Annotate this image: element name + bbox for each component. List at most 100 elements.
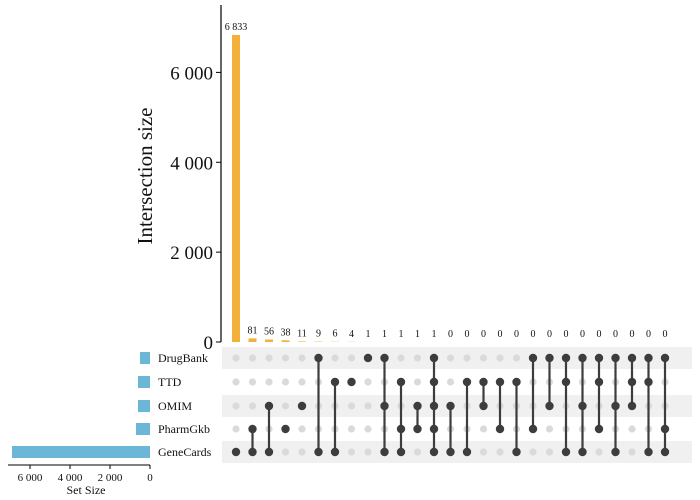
matrix-dot-active — [396, 447, 406, 457]
matrix-dot-active — [611, 401, 620, 411]
matrix-dot-inactive — [281, 378, 290, 386]
matrix-dot-active — [594, 424, 604, 434]
matrix-dot-active — [660, 447, 670, 457]
matrix-dot-active — [578, 401, 587, 411]
intersection-bar — [281, 340, 290, 342]
matrix-dot-inactive — [446, 378, 455, 386]
matrix-dot-active — [429, 353, 439, 363]
matrix-dot-inactive — [347, 354, 356, 362]
matrix-dot-active — [578, 353, 587, 363]
y-tick-label: 4 000 — [170, 153, 213, 174]
matrix-dot-active — [446, 401, 455, 411]
intersection-bar-label: 0 — [481, 329, 486, 340]
intersection-bar-label: 81 — [248, 325, 258, 336]
matrix-dot-active — [528, 353, 538, 363]
matrix-dot-active — [627, 377, 637, 387]
matrix-dot-active — [429, 401, 439, 411]
matrix-dot-inactive — [298, 378, 306, 386]
matrix-dot-active — [248, 447, 257, 457]
matrix-dot-active — [330, 447, 340, 457]
matrix-dot-inactive — [479, 354, 488, 362]
y-tick-label: 6 000 — [170, 63, 213, 84]
set-size-bar — [136, 423, 150, 435]
matrix-dot-inactive — [479, 425, 488, 433]
matrix-dot-inactive — [479, 448, 488, 456]
intersection-bar-label: 1 — [432, 329, 437, 340]
matrix-dot-active — [429, 424, 439, 434]
matrix-dot-active — [330, 377, 340, 387]
intersection-bar — [232, 34, 240, 343]
matrix-dot-active — [413, 424, 422, 434]
matrix-dot-inactive — [248, 402, 257, 410]
matrix-dot-inactive — [545, 425, 554, 433]
matrix-dot-active — [644, 447, 653, 457]
matrix-dot-active — [413, 401, 422, 411]
matrix-dot-inactive — [413, 354, 422, 362]
matrix-dot-active — [396, 424, 406, 434]
intersection-matrix — [231, 353, 670, 457]
matrix-dot-active — [264, 401, 274, 411]
set-label: PharmGkb — [158, 422, 210, 436]
matrix-dot-active — [264, 447, 274, 457]
intersection-bar-label: 0 — [514, 329, 519, 340]
intersection-bar-label: 6 — [333, 329, 338, 340]
matrix-dot-active — [363, 353, 373, 363]
matrix-dot-active — [561, 353, 571, 363]
matrix-dot-active — [429, 447, 439, 457]
intersection-bar-label: 11 — [297, 329, 307, 340]
matrix-dot-inactive — [364, 378, 372, 386]
matrix-dot-active — [281, 424, 290, 434]
matrix-dot-inactive — [281, 354, 290, 362]
intersection-bar-label: 0 — [630, 329, 635, 340]
matrix-dot-inactive — [595, 448, 603, 456]
set-size-tick-label: 0 — [147, 472, 153, 484]
matrix-dot-inactive — [397, 354, 405, 362]
matrix-dot-inactive — [364, 425, 372, 433]
set-label: GeneCards — [158, 445, 212, 459]
matrix-dot-active — [660, 353, 670, 363]
intersection-bar-label: 0 — [613, 329, 618, 340]
set-label: TTD — [158, 375, 182, 389]
intersection-bar — [248, 338, 257, 342]
intersection-bar-label: 1 — [415, 329, 420, 340]
matrix-dot-active — [512, 377, 521, 387]
matrix-dot-active — [611, 353, 620, 363]
set-size-bar — [138, 400, 150, 412]
matrix-dot-active — [380, 401, 389, 411]
matrix-dot-active — [495, 424, 505, 434]
matrix-dot-active — [660, 424, 670, 434]
matrix-dot-active — [314, 353, 323, 363]
matrix-dot-inactive — [248, 378, 257, 386]
intersection-bars — [232, 34, 438, 343]
matrix-dot-inactive — [413, 448, 422, 456]
y-axis-title: Intersection size — [133, 107, 157, 244]
set-size-panel: 6 000 4 000 2 000 0 — [8, 352, 153, 484]
intersection-bar-label: 0 — [663, 329, 668, 340]
matrix-dot-active — [512, 447, 521, 457]
matrix-dot-inactive — [347, 402, 356, 410]
set-size-tick-label: 2 000 — [98, 472, 123, 484]
matrix-dot-active — [627, 353, 637, 363]
set-size-tick-label: 4 000 — [58, 472, 83, 484]
set-size-title: Set Size — [67, 483, 106, 497]
intersection-bar-label: 0 — [531, 329, 536, 340]
matrix-dot-inactive — [232, 378, 240, 386]
set-labels: DrugBank TTD OMIM PharmGkb GeneCards — [158, 351, 212, 459]
intersection-bar-label: 0 — [646, 329, 651, 340]
matrix-dot-inactive — [331, 354, 339, 362]
set-size-bar — [12, 446, 150, 458]
matrix-dot-active — [297, 401, 307, 411]
matrix-dot-active — [462, 447, 472, 457]
matrix-dot-inactive — [496, 448, 504, 456]
matrix-dot-active — [627, 401, 637, 411]
matrix-dot-active — [314, 447, 323, 457]
intersection-bar-label: 9 — [316, 329, 321, 340]
matrix-dot-active — [446, 447, 455, 457]
intersection-y-axis: 0 2 000 4 000 6 000 — [170, 5, 222, 354]
matrix-dot-inactive — [413, 378, 422, 386]
intersection-bar-label: 0 — [580, 329, 585, 340]
matrix-dot-active — [495, 377, 505, 387]
matrix-dot-inactive — [232, 425, 240, 433]
